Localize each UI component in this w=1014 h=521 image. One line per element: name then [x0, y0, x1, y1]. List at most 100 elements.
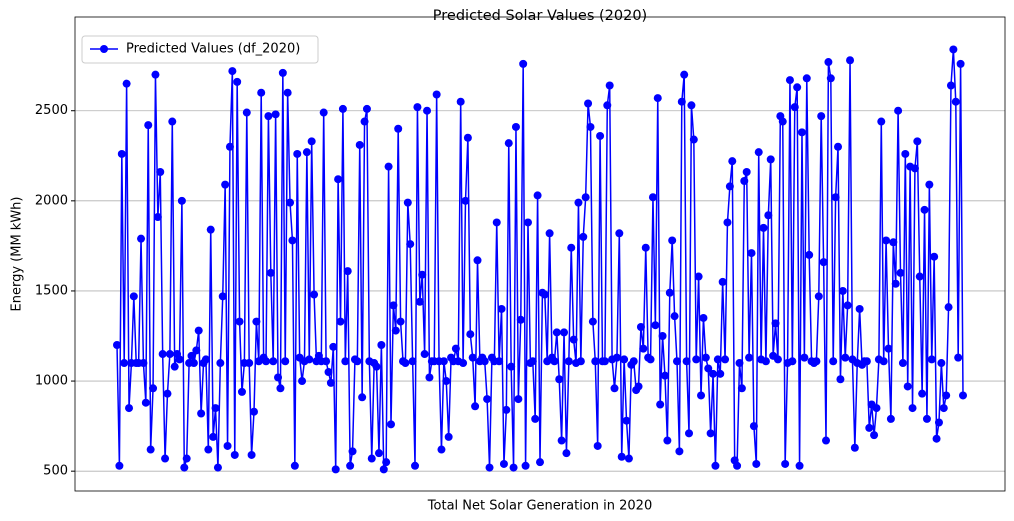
- point: [704, 364, 713, 373]
- point: [778, 117, 787, 126]
- point: [439, 357, 448, 366]
- point: [499, 459, 508, 468]
- point: [641, 243, 650, 252]
- point: [209, 432, 218, 441]
- point: [915, 272, 924, 281]
- point: [709, 369, 718, 378]
- point: [699, 313, 708, 322]
- point: [379, 465, 388, 474]
- point: [562, 449, 571, 458]
- point: [206, 225, 215, 234]
- point: [139, 359, 148, 368]
- point: [910, 164, 919, 173]
- point: [677, 97, 686, 106]
- point: [850, 443, 859, 452]
- point: [120, 359, 129, 368]
- point: [230, 450, 239, 459]
- point: [271, 110, 280, 119]
- point: [771, 319, 780, 328]
- point: [274, 373, 283, 382]
- point: [622, 416, 631, 425]
- point: [269, 357, 278, 366]
- point: [672, 357, 681, 366]
- point: [959, 391, 967, 400]
- point: [386, 420, 395, 429]
- point: [841, 353, 850, 362]
- point: [218, 292, 227, 301]
- point: [192, 346, 201, 355]
- point: [153, 213, 162, 222]
- legend-label: Predicted Values (df_2020): [126, 42, 300, 57]
- point: [689, 135, 698, 144]
- point: [348, 447, 357, 456]
- point: [728, 157, 737, 166]
- point: [288, 236, 297, 245]
- point: [711, 461, 720, 470]
- point: [276, 384, 285, 393]
- point: [651, 321, 660, 330]
- point: [663, 436, 672, 445]
- point: [495, 357, 504, 366]
- point: [324, 368, 333, 377]
- point: [165, 350, 174, 359]
- point: [759, 223, 768, 232]
- point: [586, 122, 595, 131]
- point: [733, 461, 742, 470]
- point: [334, 175, 343, 184]
- point: [735, 359, 744, 368]
- point: [843, 301, 852, 310]
- point: [788, 357, 797, 366]
- point: [331, 465, 340, 474]
- point: [281, 357, 290, 366]
- point: [459, 359, 468, 368]
- point: [531, 414, 540, 423]
- point: [511, 122, 520, 131]
- point: [920, 205, 929, 214]
- point: [656, 400, 665, 409]
- point: [862, 357, 871, 366]
- point: [137, 234, 146, 243]
- point: [507, 362, 516, 371]
- point: [817, 112, 826, 121]
- point: [761, 357, 770, 366]
- point: [805, 250, 814, 259]
- point: [713, 355, 722, 364]
- point: [201, 355, 210, 364]
- point: [555, 375, 564, 384]
- point: [870, 431, 879, 440]
- point: [122, 79, 131, 88]
- point: [836, 375, 845, 384]
- point: [745, 353, 754, 362]
- point: [141, 398, 150, 407]
- point: [740, 177, 749, 186]
- point: [545, 229, 554, 238]
- point: [797, 128, 806, 137]
- y-tick-label: 1500: [35, 283, 68, 298]
- point: [113, 341, 121, 350]
- point: [197, 409, 206, 418]
- point: [420, 350, 429, 359]
- point: [891, 279, 900, 288]
- point: [343, 267, 352, 276]
- point: [865, 423, 874, 432]
- point: [521, 461, 530, 470]
- point: [596, 131, 605, 140]
- point: [624, 454, 633, 463]
- point: [795, 461, 804, 470]
- point: [721, 355, 730, 364]
- legend-box: [81, 35, 319, 64]
- chart-title: Predicted Solar Values (2020): [433, 8, 647, 24]
- point: [766, 155, 775, 164]
- point: [353, 357, 362, 366]
- point: [884, 344, 893, 353]
- point: [725, 182, 734, 191]
- y-tick-label: 2500: [35, 103, 68, 118]
- point: [144, 121, 153, 130]
- point: [516, 315, 525, 324]
- point: [418, 270, 427, 279]
- point: [658, 332, 667, 341]
- point: [175, 355, 184, 364]
- point: [509, 463, 518, 472]
- point: [680, 70, 689, 79]
- point: [675, 447, 684, 456]
